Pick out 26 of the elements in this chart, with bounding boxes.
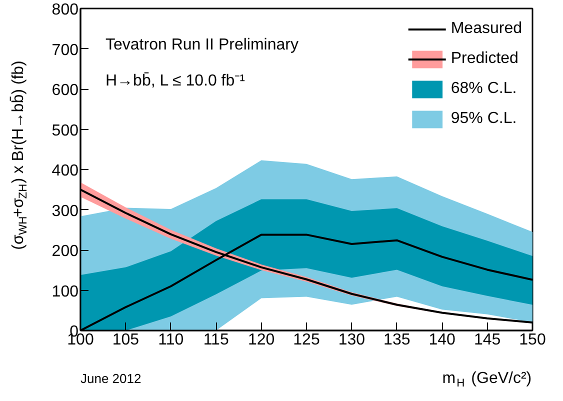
- y-tick-label: 300: [52, 202, 79, 220]
- y-tick-label: 200: [52, 243, 79, 260]
- legend-label: Measured: [450, 20, 522, 38]
- y-axis-title: (σWH+σZH) x Br(H→bb̄) (fb): [10, 60, 30, 250]
- annotation: H→bb̄, L ≤ 10.0 fb⁻¹: [106, 72, 245, 90]
- x-tick-label: 135: [384, 332, 410, 348]
- x-tick-label: 145: [474, 332, 501, 348]
- y-tick-label: 700: [52, 42, 79, 59]
- x-tick-label: 130: [338, 332, 366, 348]
- y-tick-label: 400: [52, 162, 79, 180]
- y-tick-label: 500: [52, 122, 79, 140]
- x-tick-label: 140: [428, 332, 456, 348]
- annotation: Tevatron Run II Preliminary: [106, 36, 298, 54]
- x-tick-label: 110: [158, 332, 184, 348]
- legend-label: 68% C.L.: [450, 80, 517, 98]
- x-tick-label: 115: [203, 332, 229, 348]
- x-tick-label: 105: [112, 332, 140, 348]
- x-tick-label: 125: [293, 332, 320, 348]
- y-tick-label: 800: [52, 2, 79, 18]
- y-tick-label: 100: [52, 283, 79, 300]
- legend-label: 95% C.L.: [450, 110, 517, 128]
- x-tick-label: 120: [248, 332, 275, 348]
- x-tick-label: 150: [519, 332, 546, 348]
- y-tick-label: 600: [52, 82, 79, 99]
- text: June 2012: [80, 371, 142, 386]
- legend-label: Predicted: [450, 50, 518, 68]
